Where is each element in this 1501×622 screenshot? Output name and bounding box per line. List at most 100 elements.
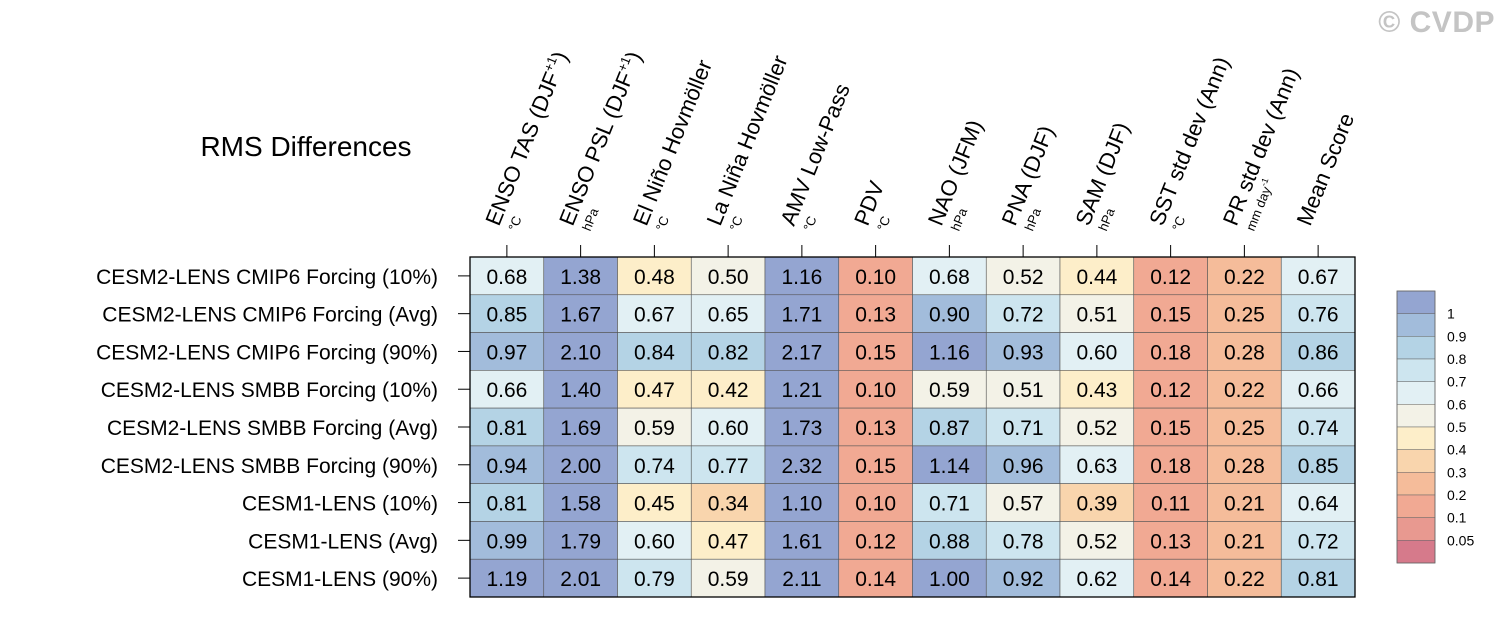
heatmap-cell	[1207, 332, 1282, 371]
column-unit-text: °C	[1169, 214, 1188, 233]
colorbar-swatch	[1396, 336, 1436, 360]
cell-value-label: 0.15	[855, 341, 896, 364]
column-label: Mean Score	[1292, 110, 1360, 229]
heatmap-cell	[764, 256, 840, 296]
heatmap-cell	[912, 483, 987, 522]
column-labels: ENSO TAS (DJF+1)°C ENSO PSL (DJF+1)hPa El …	[480, 48, 1360, 257]
heatmap-cell	[1207, 483, 1282, 522]
cell-value-label: 0.51	[1003, 379, 1044, 402]
cell-value-label: 0.52	[1003, 266, 1044, 289]
heatmap-cell	[1059, 370, 1135, 409]
cell-value-label: 0.28	[1224, 341, 1265, 364]
cell-value-label: 0.71	[929, 493, 970, 516]
heatmap-grid: 0.68 1.38 0.48 0.50 1.16 0.10 0.68 0.52 0.44 0.12…	[469, 256, 1356, 598]
cell-value-label: 0.14	[1150, 568, 1191, 591]
cell-value-label: 0.97	[486, 341, 527, 364]
cell-value-label: 0.85	[486, 304, 527, 327]
colorbar-tick-label: 0.4	[1447, 442, 1467, 458]
heatmap-cell	[543, 256, 618, 296]
colorbar-tick-label: 0.6	[1447, 396, 1467, 412]
heatmap-cell	[469, 370, 545, 409]
cell-value-label: 0.79	[634, 568, 675, 591]
heatmap-cell	[985, 445, 1061, 484]
heatmap-cell	[543, 407, 618, 447]
column-unit-text: °C	[505, 214, 524, 233]
cell-value-label: 0.60	[708, 417, 749, 440]
column-label-text: Mean Score	[1292, 110, 1360, 229]
column-label-text: AMV Low-Pass	[775, 80, 855, 229]
cell-value-label: 0.62	[1076, 568, 1117, 591]
heatmap-cell	[469, 483, 545, 522]
heatmap-cell	[543, 294, 618, 333]
column-unit: °C	[874, 214, 893, 233]
chart-title: RMS Differences	[200, 131, 411, 162]
cell-value-label: 0.67	[634, 304, 675, 327]
heatmap-cell	[1207, 370, 1282, 409]
cell-value-label: 0.50	[708, 266, 749, 289]
cell-value-label: 0.67	[1298, 266, 1339, 289]
heatmap-cell	[1133, 256, 1208, 296]
colorbar-border	[1396, 290, 1436, 564]
cell-value-label: 0.42	[708, 379, 749, 402]
colorbar-tick-label: 0.3	[1447, 464, 1467, 480]
cell-value-label: 0.81	[486, 493, 527, 516]
cell-value-label: 0.22	[1224, 379, 1265, 402]
cell-value-label: 0.28	[1224, 455, 1265, 478]
heatmap-cell	[617, 483, 692, 522]
column-label: El Niño Hovmöller	[628, 56, 717, 229]
cell-value-label: 0.25	[1224, 417, 1265, 440]
heatmap-cell	[764, 407, 840, 447]
heatmap-cell	[838, 294, 913, 333]
cell-value-label: 0.48	[634, 266, 675, 289]
heatmap-cell	[1207, 521, 1282, 560]
colorbar-swatch	[1396, 404, 1436, 428]
cell-value-label: 1.73	[781, 417, 822, 440]
colorbar-tick-label: 1	[1447, 306, 1455, 322]
cell-value-label: 0.72	[1003, 304, 1044, 327]
cell-value-label: 1.19	[486, 568, 527, 591]
heatmap-cell	[1207, 294, 1282, 333]
cell-value-label: 0.60	[634, 530, 675, 553]
heatmap-cell	[690, 445, 766, 484]
cell-value-label: 0.63	[1076, 455, 1117, 478]
cell-value-label: 0.10	[855, 266, 896, 289]
cell-value-label: 0.21	[1224, 530, 1265, 553]
column-label: SST std dev (Ann)	[1144, 53, 1234, 229]
column-unit-text: °C	[726, 214, 745, 233]
column-label-text: ENSO TAS (DJF	[480, 68, 564, 228]
cell-value-label: 2.17	[781, 341, 822, 364]
colorbar-swatch	[1396, 472, 1436, 496]
column-unit-text: °C	[874, 214, 893, 233]
cell-value-label: 0.59	[708, 568, 749, 591]
column-label-text: SST std dev (Ann)	[1144, 53, 1234, 229]
row-label: CESM1-LENS (Avg)	[248, 530, 438, 553]
colorbar-swatch	[1396, 313, 1436, 337]
cell-value-label: 0.12	[1150, 266, 1191, 289]
heatmap-cell	[838, 558, 913, 598]
row-label: CESM2-LENS SMBB Forcing (10%)	[101, 379, 438, 402]
cell-value-label: 1.67	[560, 304, 601, 327]
cell-value-label: 1.16	[781, 266, 822, 289]
heatmap-cell	[1280, 332, 1356, 371]
column-unit: °C	[653, 214, 672, 233]
cell-value-label: 0.14	[855, 568, 896, 591]
cell-value-label: 0.88	[929, 530, 970, 553]
heatmap-cell	[1133, 521, 1208, 560]
cell-value-label: 2.10	[560, 341, 601, 364]
column-label-superscript: +1	[540, 54, 559, 73]
colorbar: 0.05 0.1 0.2 0.3 0.4 0.5 0.6 0.7 0.8 0.9 1	[1396, 290, 1474, 564]
heatmap-cell	[1133, 370, 1208, 409]
cell-value-label: 1.58	[560, 493, 601, 516]
column-header: Mean Score	[1292, 110, 1360, 229]
cell-value-label: 0.81	[1298, 568, 1339, 591]
cell-value-label: 0.15	[855, 455, 896, 478]
heatmap-cell	[543, 483, 618, 522]
cell-value-label: 0.81	[486, 417, 527, 440]
heatmap-cell	[1280, 483, 1356, 522]
heatmap-cell	[912, 332, 987, 371]
column-header: NAO (JFM)hPa	[923, 116, 988, 233]
heatmap-cell	[1133, 294, 1208, 333]
cell-value-label: 0.52	[1076, 530, 1117, 553]
cell-value-label: 0.12	[1150, 379, 1191, 402]
